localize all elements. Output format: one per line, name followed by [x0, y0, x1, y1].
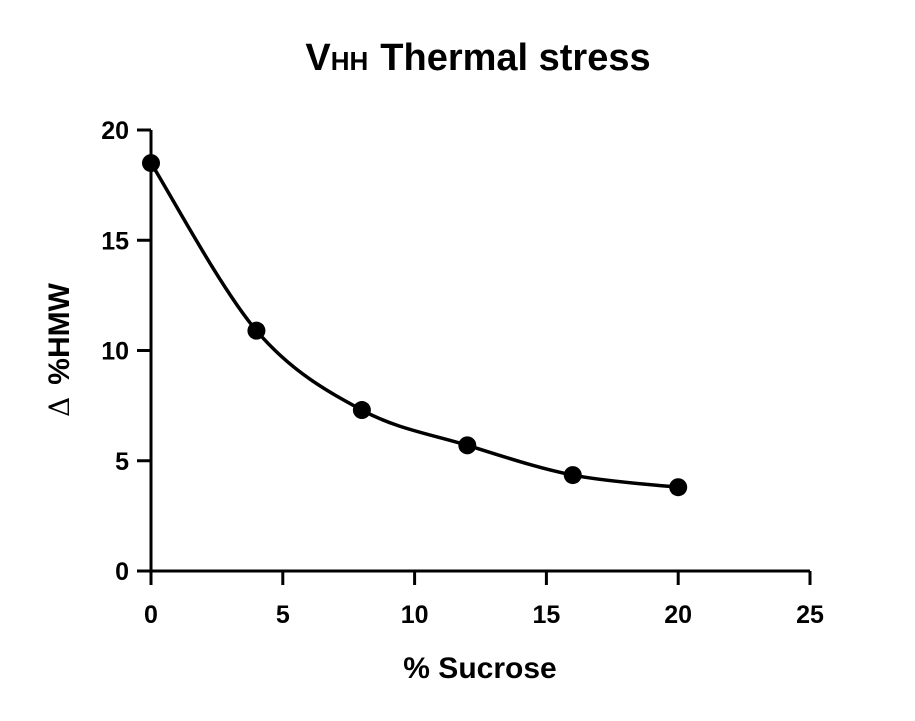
- x-axis-title: % Sucrose: [403, 652, 556, 685]
- y-axis-title-text: %HMW: [43, 282, 76, 384]
- data-point: [458, 436, 477, 455]
- y-tick-label: 0: [115, 558, 129, 586]
- x-tick-label: 25: [796, 601, 824, 629]
- chart-title-rest: Thermal stress: [380, 37, 650, 79]
- x-tick-label: 20: [664, 601, 692, 629]
- x-ticks: 0 5 10 15 20 25: [144, 571, 824, 629]
- chart-title-letter: V: [305, 37, 331, 79]
- y-ticks: 0 5 10 15 20: [101, 117, 151, 586]
- x-tick-label: 5: [276, 601, 290, 629]
- data-point: [563, 466, 582, 485]
- y-axis-title: Δ %HMW: [43, 282, 76, 417]
- y-tick-label: 5: [115, 448, 129, 476]
- x-tick-label: 15: [532, 601, 560, 629]
- data-point: [142, 154, 160, 173]
- chart-title-subscript: HH: [331, 46, 369, 76]
- series-layer: [142, 154, 688, 497]
- y-axis-title-symbol: Δ: [43, 397, 76, 417]
- data-point: [352, 401, 371, 420]
- data-point: [247, 321, 266, 340]
- x-tick-label: 0: [144, 601, 158, 629]
- y-tick-label: 10: [101, 338, 129, 366]
- chart-title: VHH Thermal stress: [305, 37, 650, 79]
- data-point: [669, 478, 688, 497]
- y-tick-label: 20: [101, 117, 129, 145]
- y-tick-label: 15: [101, 227, 129, 255]
- x-tick-label: 10: [401, 601, 429, 629]
- series-line: [149, 162, 679, 489]
